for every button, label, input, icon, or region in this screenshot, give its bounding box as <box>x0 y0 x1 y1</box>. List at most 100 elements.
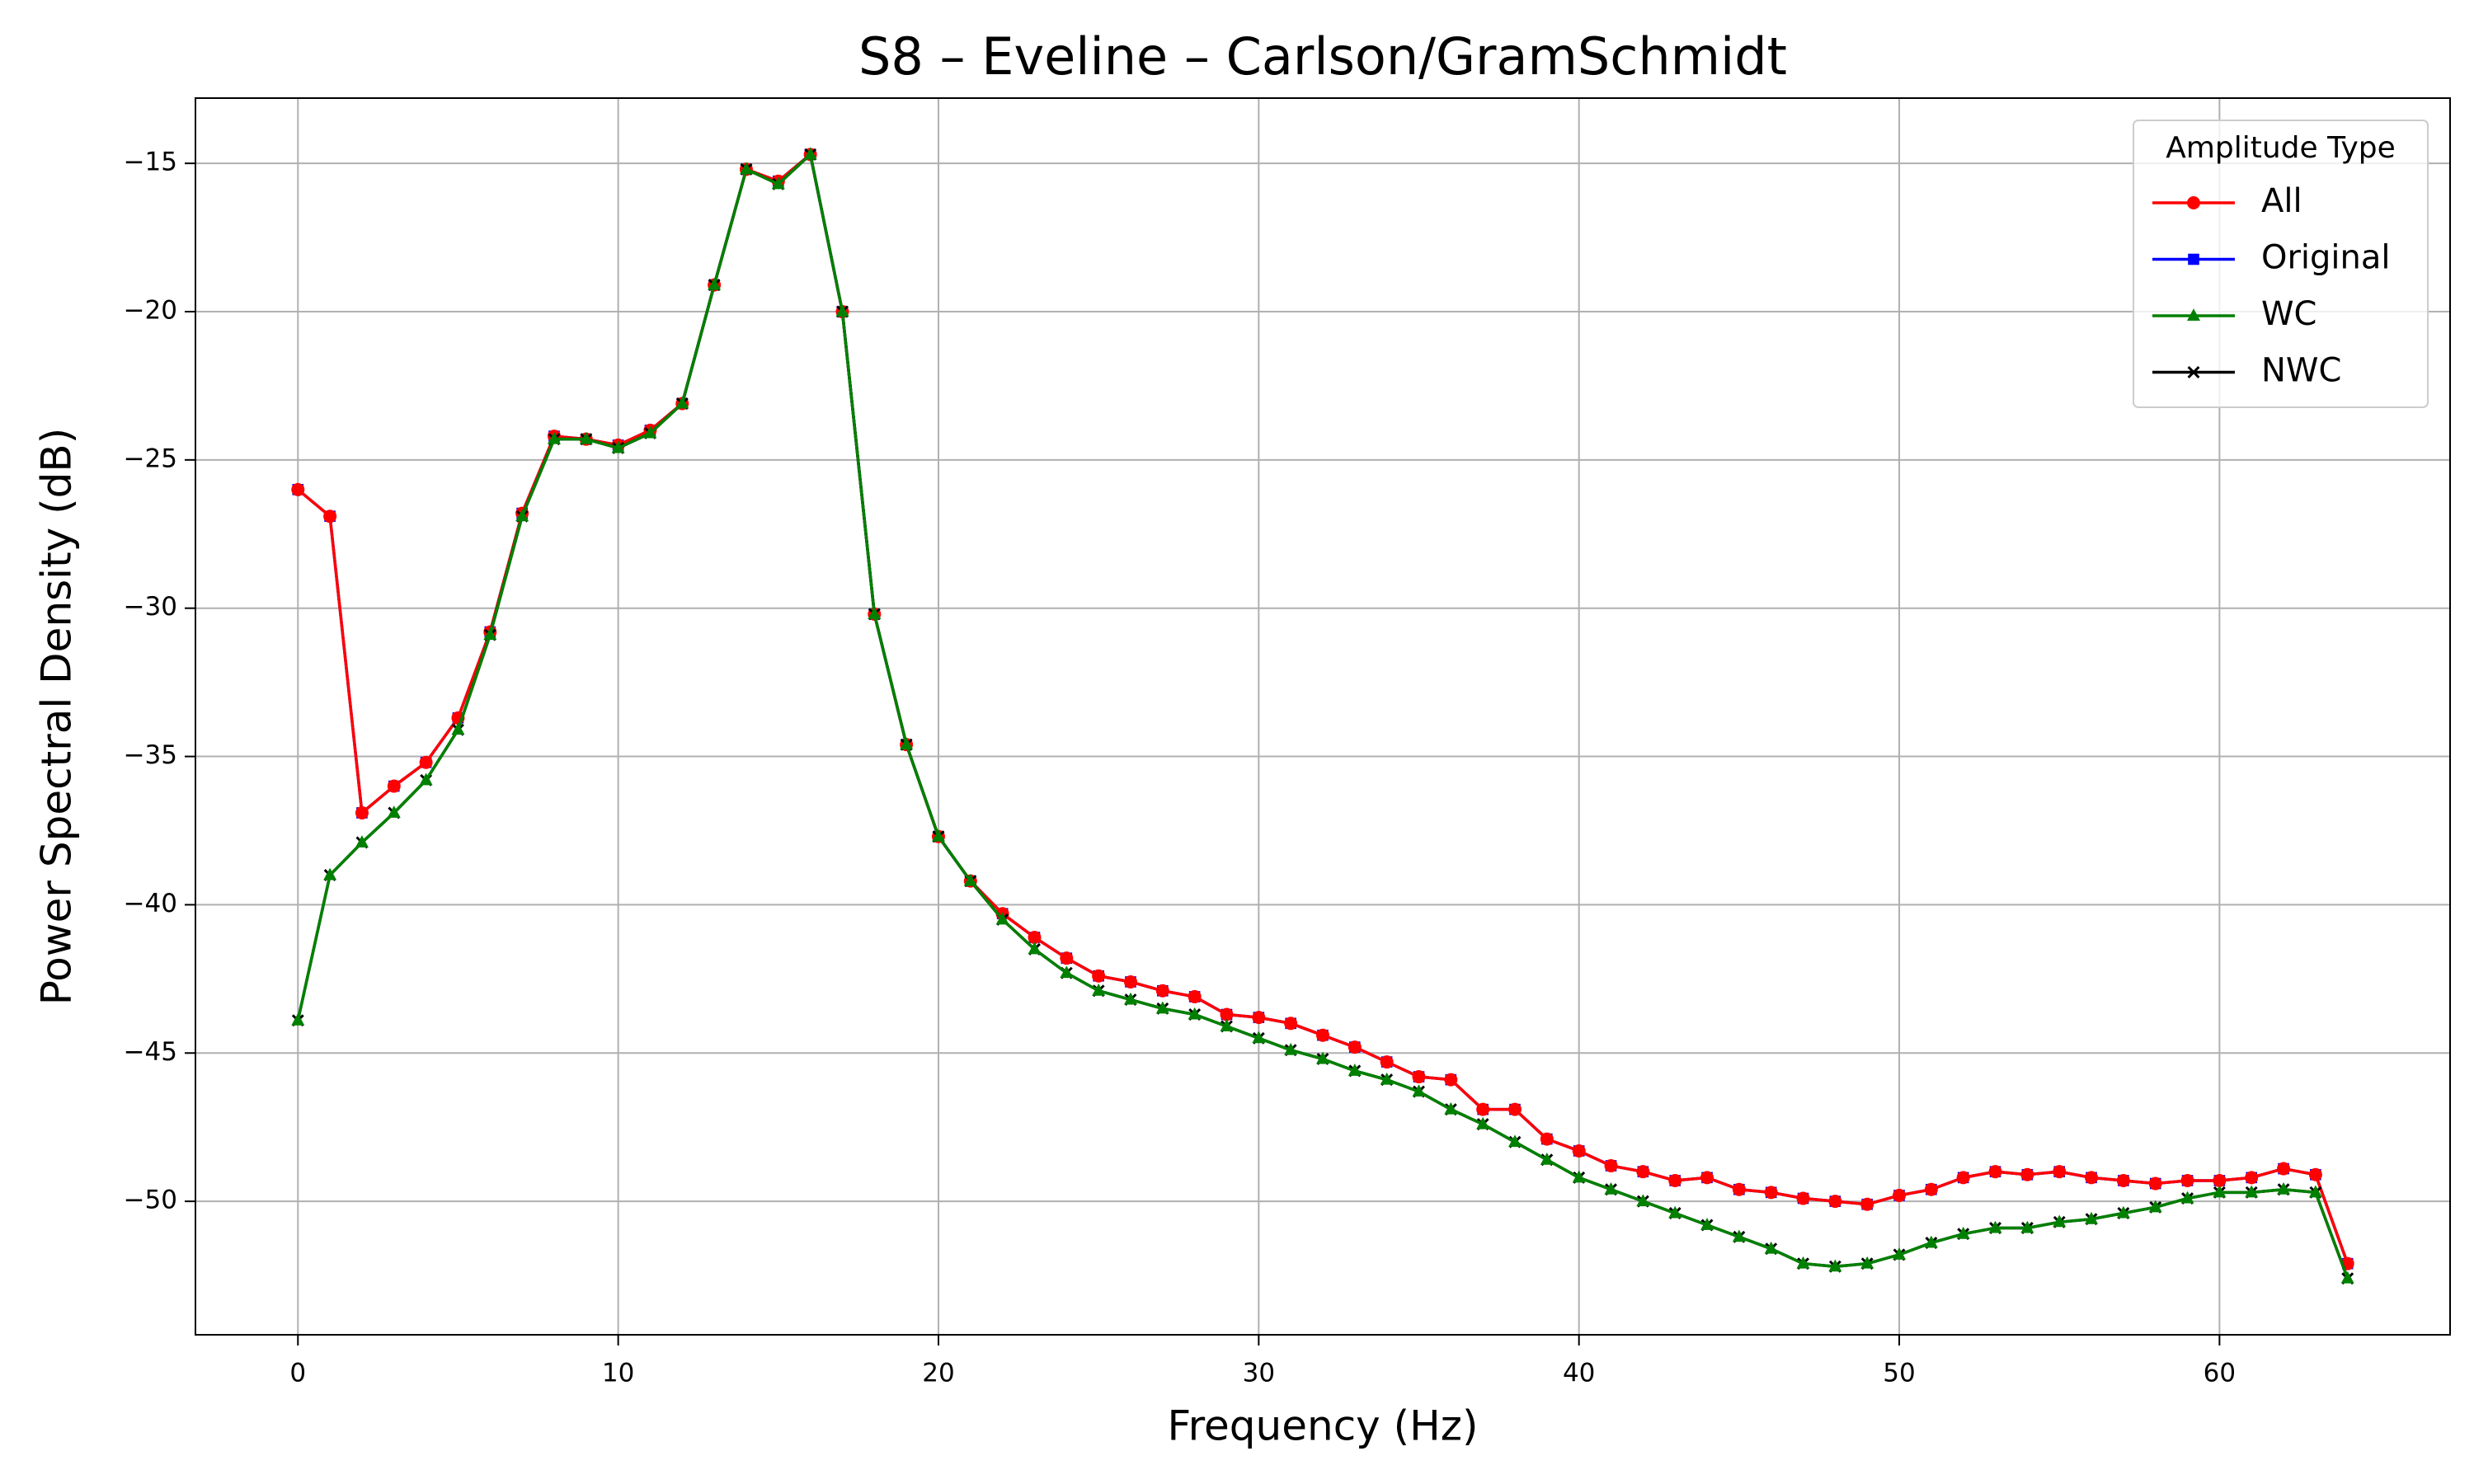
x-tick-label: 40 <box>1563 1359 1595 1388</box>
marker <box>1316 1051 1329 1064</box>
marker <box>2187 196 2200 209</box>
marker <box>1060 965 1074 979</box>
chart-title: S8 – Eveline – Carlson/GramSchmidt <box>858 26 1787 87</box>
marker <box>1796 1256 1810 1269</box>
marker <box>291 1012 305 1026</box>
marker <box>1284 1042 1298 1055</box>
marker <box>1988 1165 2002 1179</box>
marker <box>387 805 401 818</box>
marker <box>1732 1229 1746 1242</box>
marker <box>355 805 369 819</box>
y-tick-label: −15 <box>124 148 177 177</box>
marker <box>2187 308 2200 321</box>
marker <box>2148 1200 2162 1213</box>
marker <box>1540 1152 1554 1165</box>
marker <box>1828 1259 1842 1272</box>
legend-label: WC <box>2261 295 2316 333</box>
marker <box>2340 1270 2354 1284</box>
marker <box>2188 253 2199 265</box>
marker <box>451 722 465 735</box>
marker <box>2308 1185 2322 1198</box>
marker <box>1956 1171 1970 1185</box>
series <box>291 147 2354 1284</box>
marker <box>2085 1171 2099 1185</box>
marker <box>739 162 753 175</box>
marker <box>1860 1197 1874 1211</box>
y-tick-label: −50 <box>124 1186 177 1215</box>
marker <box>2085 1211 2099 1224</box>
marker <box>900 737 914 750</box>
legend: Amplitude Type All Original WC NWC <box>2133 120 2429 408</box>
marker <box>995 912 1009 925</box>
marker <box>1700 1218 1714 1230</box>
marker <box>1700 1171 1714 1185</box>
x-tick-label: 60 <box>2204 1359 2236 1388</box>
marker <box>483 627 497 641</box>
marker <box>1444 1073 1458 1087</box>
marker <box>1252 1011 1266 1025</box>
marker <box>1893 1247 1907 1260</box>
x-tick-label: 30 <box>1243 1359 1275 1388</box>
marker <box>355 835 369 848</box>
marker <box>2053 1214 2067 1228</box>
marker <box>515 509 529 522</box>
marker <box>2020 1220 2034 1233</box>
marker <box>1380 1055 1394 1069</box>
y-tick-label: −20 <box>124 295 177 325</box>
legend-box <box>2133 120 2429 408</box>
x-axis-label: Frequency (Hz) <box>1167 1402 1478 1450</box>
marker <box>675 396 689 409</box>
marker <box>771 176 785 190</box>
marker <box>1316 1028 1329 1042</box>
x-tick-label: 20 <box>922 1359 954 1388</box>
marker <box>1860 1256 1874 1269</box>
legend-label: All <box>2261 182 2302 220</box>
y-tick-label: −30 <box>124 592 177 622</box>
y-tick-label: −35 <box>124 740 177 770</box>
marker <box>547 431 561 444</box>
marker <box>1188 1007 1202 1020</box>
marker <box>1796 1191 1810 1205</box>
marker <box>803 147 817 160</box>
marker <box>1220 1019 1234 1031</box>
marker <box>1764 1186 1778 1200</box>
y-axis-label: Power Spectral Density (dB) <box>33 428 81 1005</box>
marker <box>2180 1190 2194 1204</box>
marker <box>1636 1165 1650 1179</box>
marker <box>1636 1194 1650 1207</box>
marker <box>2277 1162 2291 1176</box>
marker <box>1764 1241 1778 1254</box>
marker <box>1828 1195 1842 1209</box>
marker <box>643 425 657 439</box>
marker <box>1732 1182 1746 1196</box>
marker <box>1540 1132 1554 1146</box>
marker <box>963 873 977 886</box>
marker <box>1668 1205 1682 1219</box>
marker <box>1092 969 1106 983</box>
x-tick-label: 50 <box>1883 1359 1915 1388</box>
marker <box>2180 1173 2194 1187</box>
marker <box>1060 951 1074 965</box>
marker <box>1284 1017 1298 1031</box>
marker <box>2116 1173 2130 1187</box>
marker <box>1252 1031 1266 1044</box>
marker <box>2277 1181 2291 1195</box>
marker <box>1508 1134 1522 1148</box>
marker <box>1924 1235 1938 1248</box>
axes-frame <box>195 97 2451 1336</box>
marker <box>2053 1165 2067 1179</box>
marker <box>291 482 305 496</box>
marker <box>1924 1182 1938 1196</box>
marker <box>611 440 625 453</box>
marker <box>1893 1188 1907 1202</box>
marker <box>1572 1144 1586 1158</box>
marker <box>2245 1185 2259 1198</box>
marker <box>579 431 593 444</box>
marker <box>323 510 337 524</box>
marker <box>2213 1185 2227 1198</box>
marker <box>1220 1007 1234 1021</box>
legend-label: Original <box>2261 239 2391 277</box>
